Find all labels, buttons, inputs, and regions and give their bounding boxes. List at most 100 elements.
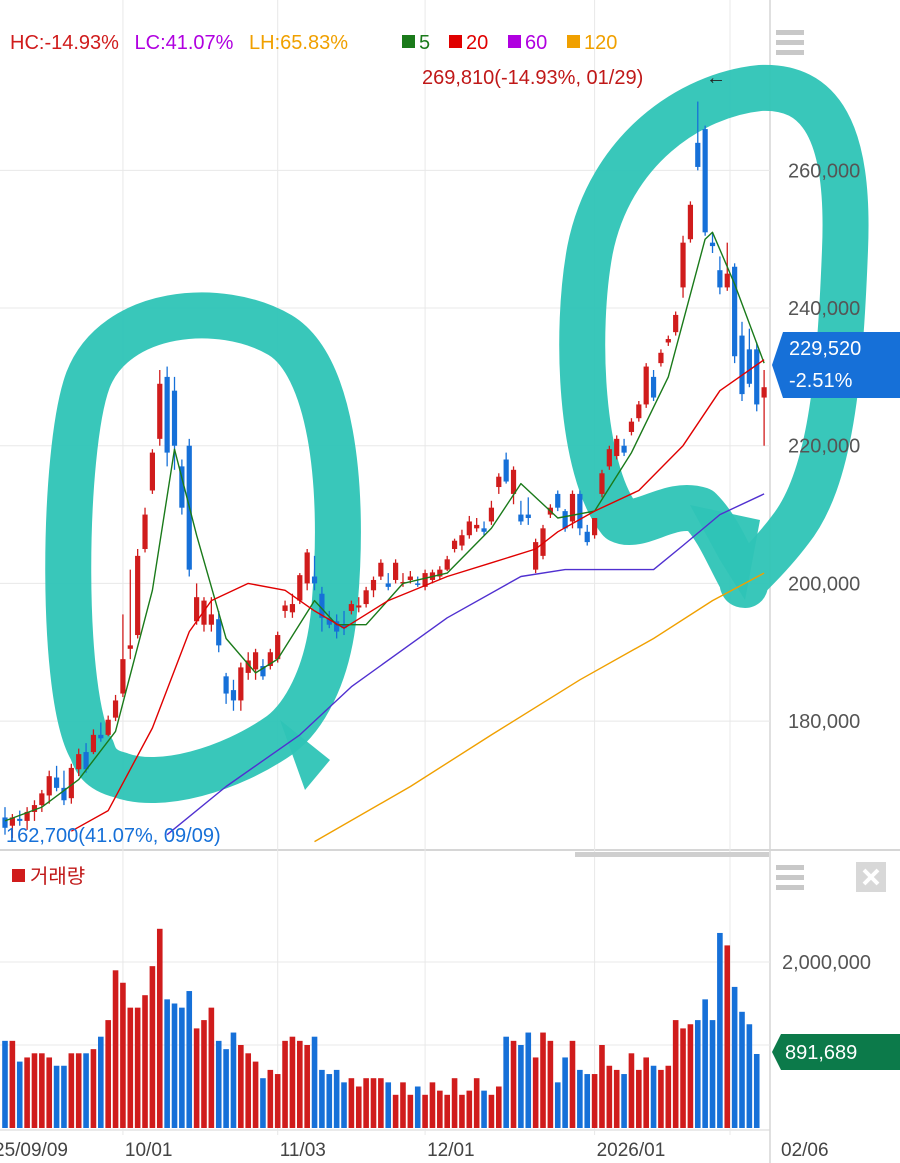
volume-bar [274, 1074, 281, 1128]
candle-body [297, 575, 303, 601]
volume-tag: 891,689 [772, 1034, 900, 1070]
candle-body [621, 445, 627, 453]
date-axis-label: 11/03 [280, 1140, 326, 1161]
candle-body [378, 562, 384, 577]
price-menu-icon[interactable] [776, 30, 804, 55]
candle-body [525, 514, 531, 519]
candle-body [201, 600, 207, 625]
moving-average-layer [4, 231, 765, 843]
volume-bar [24, 1057, 30, 1128]
candle-body [216, 619, 222, 646]
volume-bar [186, 991, 193, 1128]
volume-bar [348, 1078, 355, 1128]
date-axis-label: 10/01 [125, 1140, 173, 1161]
date-axis-label: 12/01 [427, 1140, 475, 1161]
volume-bar [532, 1057, 539, 1128]
legend-hc: HC:-14.93% [10, 32, 119, 54]
candle-body [311, 576, 318, 584]
volume-bar [238, 1045, 244, 1128]
candle-body [592, 518, 598, 536]
volume-bar [503, 1036, 509, 1128]
candle-body [422, 573, 428, 587]
volume-bar [245, 1053, 252, 1128]
candle-body [636, 404, 642, 419]
candle-body [76, 754, 82, 770]
candle-body [540, 528, 546, 556]
volume-bar [105, 1020, 111, 1128]
legend-lh: LH:65.83% [249, 32, 348, 54]
price-tag: 229,520 -2.51% [772, 332, 900, 398]
candle-body [112, 700, 119, 718]
candle-body [444, 559, 450, 570]
volume-bar [289, 1036, 296, 1128]
candle-body [39, 793, 45, 806]
volume-bar [223, 1049, 229, 1128]
candle-body [245, 660, 251, 673]
candle-body [385, 583, 391, 587]
volume-bar [230, 1032, 237, 1128]
candle-body [230, 690, 237, 701]
candle-body [2, 817, 8, 828]
volume-bar [2, 1040, 8, 1128]
candle-body [157, 383, 163, 439]
volume-bar [120, 982, 126, 1128]
volume-tag-value: 891,689 [785, 1042, 857, 1064]
candle-body [223, 676, 229, 694]
date-axis-label: 2026/01 [597, 1140, 666, 1161]
candle-body [533, 542, 539, 570]
volume-bar [437, 1090, 443, 1128]
volume-bar [9, 1040, 16, 1128]
volume-bar [672, 1020, 679, 1128]
volume-menu-icon[interactable] [776, 865, 804, 890]
volume-bar [518, 1045, 524, 1128]
price-axis-label: 240,000 [788, 298, 860, 320]
volume-bar [400, 1082, 406, 1128]
highlight-tail-left [280, 720, 330, 790]
volume-bar [724, 945, 731, 1128]
ma-line-120 [314, 572, 765, 843]
candle-body [481, 528, 487, 532]
volume-bar [658, 1069, 664, 1128]
ma-legend[interactable]: 5 20 60 120 [402, 32, 617, 54]
candle-body [319, 593, 325, 618]
volume-bar [333, 1069, 340, 1128]
close-icon[interactable] [856, 862, 886, 892]
candle-body [665, 339, 671, 343]
legend-lc: LC:41.07% [135, 32, 234, 54]
candle-body [61, 787, 67, 801]
volume-bar [488, 1094, 495, 1128]
date-axis-label: 02/06 [781, 1140, 829, 1161]
volume-bar [98, 1036, 104, 1128]
volume-bar [201, 1020, 207, 1128]
candle-body [83, 752, 89, 770]
volume-bar [591, 1074, 598, 1128]
candle-body [474, 524, 480, 529]
candle-body [510, 469, 517, 494]
volume-bar [473, 1078, 480, 1128]
volume-bar [392, 1094, 399, 1128]
date-axis-label: 25/09/09 [0, 1140, 68, 1161]
ma-legend-swatch [449, 35, 462, 48]
candle-body [120, 659, 126, 694]
volume-bar [46, 1057, 53, 1128]
candle-body [680, 242, 686, 288]
candle-body [194, 597, 200, 622]
volume-bar [466, 1090, 473, 1128]
volume-bar [584, 1074, 591, 1128]
candle-body [348, 604, 354, 611]
volume-bar [746, 1024, 753, 1128]
volume-bar [495, 1086, 502, 1128]
volume-bar [599, 1045, 605, 1128]
volume-bar [643, 1057, 649, 1128]
ma-legend-swatch [402, 35, 415, 48]
panel-resize-handle[interactable] [575, 852, 769, 857]
volume-bar [215, 1040, 222, 1128]
volume-axis-label: 2,000,000 [782, 952, 871, 974]
volume-bar [577, 1069, 583, 1128]
highlight-tail-right [690, 505, 760, 600]
candle-body [53, 777, 60, 788]
price-axis-label: 180,000 [788, 711, 860, 733]
ma-legend-swatch [508, 35, 521, 48]
candle-body [90, 734, 97, 753]
